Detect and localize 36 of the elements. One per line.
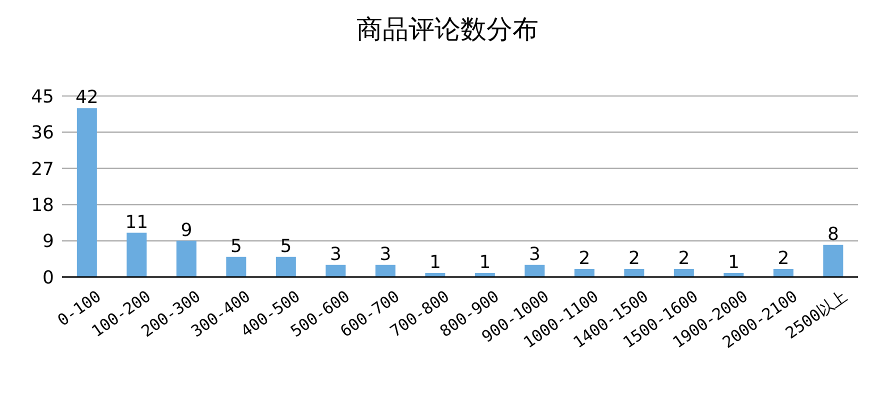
bar <box>375 264 396 277</box>
bar <box>326 264 346 277</box>
data-label: 1 <box>728 252 740 273</box>
data-label: 11 <box>125 212 148 233</box>
y-tick-label: 9 <box>42 231 54 252</box>
y-tick-label: 0 <box>42 267 54 288</box>
bar <box>574 268 594 277</box>
bar <box>176 240 196 277</box>
data-label: 3 <box>528 244 540 265</box>
data-label: 5 <box>230 236 242 257</box>
y-tick-label: 18 <box>31 194 54 216</box>
data-label: 9 <box>180 220 192 241</box>
bar <box>773 268 794 277</box>
data-label: 2 <box>578 248 590 269</box>
y-tick-label: 45 <box>31 86 54 108</box>
bar <box>524 264 545 277</box>
bar <box>76 108 97 277</box>
data-label: 1 <box>479 252 491 273</box>
data-label: 2 <box>778 248 790 269</box>
bar <box>624 268 644 277</box>
data-label: 42 <box>75 87 98 108</box>
bar <box>823 244 844 277</box>
data-label: 1 <box>429 252 441 273</box>
bar <box>276 256 296 277</box>
bar <box>226 256 246 277</box>
y-tick-label: 27 <box>31 158 54 180</box>
bar <box>126 232 147 277</box>
chart-title: 商品评论数分布 <box>356 14 540 47</box>
data-label: 5 <box>280 236 292 257</box>
bar <box>674 268 694 277</box>
data-label: 3 <box>330 244 342 265</box>
data-label: 2 <box>678 248 690 269</box>
data-label: 3 <box>380 244 392 265</box>
data-label: 8 <box>827 224 839 245</box>
y-tick-label: 36 <box>31 122 54 144</box>
data-label: 2 <box>628 248 640 269</box>
